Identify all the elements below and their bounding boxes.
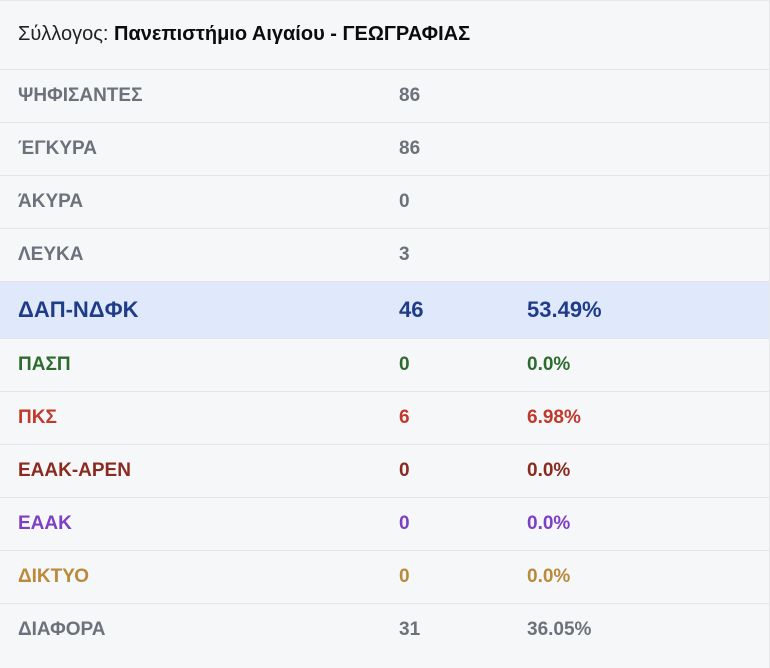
party-votes: 46 — [399, 297, 424, 322]
party-name: ΠΚΣ — [18, 407, 57, 428]
party-votes: 0 — [399, 460, 410, 481]
party-votes: 31 — [399, 619, 421, 640]
party-row-dap-ndfk: ΔΑΠ-ΝΔΦΚ 46 53.49% — [0, 281, 769, 338]
party-votes: 0 — [399, 566, 410, 587]
party-percent: 0.0% — [527, 460, 571, 481]
party-votes: 0 — [399, 354, 410, 375]
party-name: ΔΙΑΦΟΡΑ — [18, 619, 106, 640]
party-percent: 53.49% — [527, 297, 602, 322]
party-row-pks: ΠΚΣ 6 6.98% — [0, 391, 769, 444]
party-name: ΔΑΠ-ΝΔΦΚ — [18, 297, 139, 322]
party-row-eaak-aren: ΕΑΑΚ-ΑΡΕΝ 0 0.0% — [0, 444, 769, 497]
stat-row-valid: ΈΓΚΥΡΑ 86 — [0, 122, 769, 175]
stat-value: 86 — [399, 138, 421, 159]
party-votes: 0 — [399, 513, 410, 534]
party-name: ΕΑΑΚ — [18, 513, 72, 534]
party-votes: 6 — [399, 407, 410, 428]
party-row-diafora: ΔΙΑΦΟΡΑ 31 36.05% — [0, 603, 769, 656]
union-header: Σύλλογος: Πανεπιστήμιο Αιγαίου - ΓΕΩΓΡΑΦ… — [0, 1, 769, 69]
party-percent: 0.0% — [527, 566, 571, 587]
stat-row-blank: ΛΕΥΚΑ 3 — [0, 228, 769, 281]
stat-value: 86 — [399, 85, 421, 106]
party-name: ΠΑΣΠ — [18, 354, 71, 375]
stat-label: ΨΗΦΙΣΑΝΤΕΣ — [18, 85, 143, 106]
party-name: ΔΙΚΤΥΟ — [18, 566, 89, 587]
stat-label: ΆΚΥΡΑ — [18, 191, 84, 212]
party-row-diktyo: ΔΙΚΤΥΟ 0 0.0% — [0, 550, 769, 603]
union-prefix: Σύλλογος: — [18, 23, 109, 45]
stat-label: ΛΕΥΚΑ — [18, 244, 84, 265]
party-row-eaak: ΕΑΑΚ 0 0.0% — [0, 497, 769, 550]
party-percent: 36.05% — [527, 619, 592, 640]
stat-value: 3 — [399, 244, 410, 265]
party-percent: 0.0% — [527, 354, 571, 375]
party-name: ΕΑΑΚ-ΑΡΕΝ — [18, 460, 131, 481]
stat-label: ΈΓΚΥΡΑ — [18, 138, 98, 159]
party-row-pasp: ΠΑΣΠ 0 0.0% — [0, 338, 769, 391]
stat-row-invalid: ΆΚΥΡΑ 0 — [0, 175, 769, 228]
party-percent: 0.0% — [527, 513, 571, 534]
stat-value: 0 — [399, 191, 410, 212]
union-name: Πανεπιστήμιο Αιγαίου - ΓΕΩΓΡΑΦΙΑΣ — [114, 23, 471, 45]
stat-row-voters: ΨΗΦΙΣΑΝΤΕΣ 86 — [0, 69, 769, 122]
party-percent: 6.98% — [527, 407, 581, 428]
